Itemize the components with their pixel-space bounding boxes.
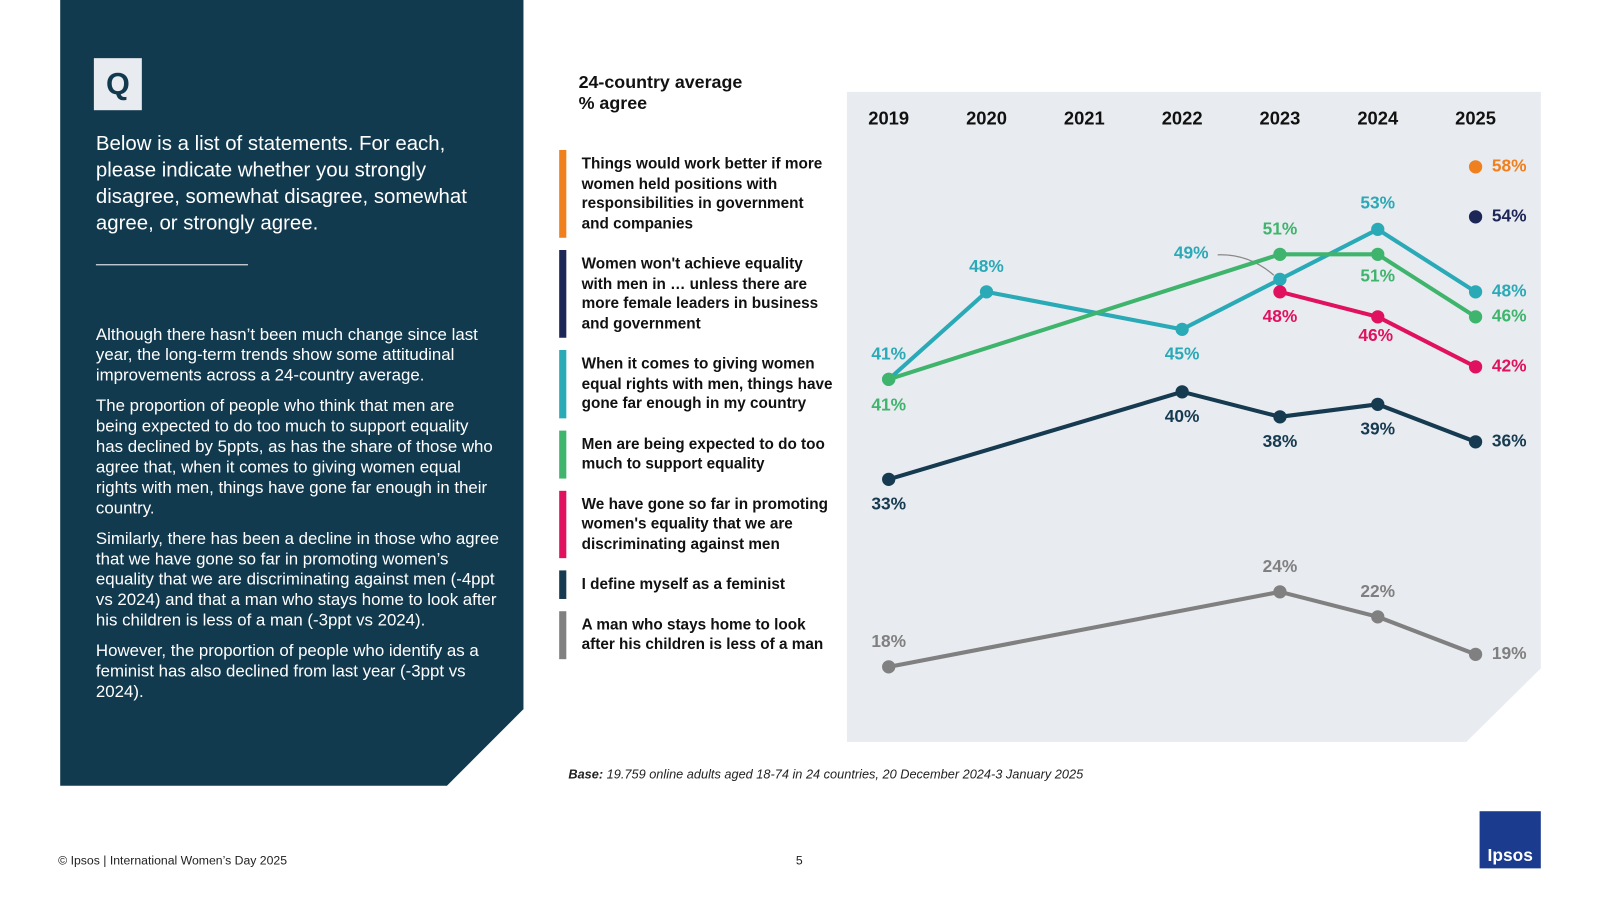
data-label: 19% <box>1492 643 1527 663</box>
x-tick-label: 2024 <box>1357 107 1399 128</box>
data-point <box>1371 247 1385 261</box>
commentary: Although there hasn’t been much change s… <box>96 324 499 712</box>
data-point <box>1468 360 1483 374</box>
side-panel <box>60 0 524 786</box>
data-label: 48% <box>1263 306 1298 326</box>
data-point <box>882 372 896 386</box>
q-icon: Q <box>93 58 142 111</box>
legend-item: We have gone so far in promoting women's… <box>559 490 835 559</box>
data-point <box>1371 397 1385 411</box>
data-label: 58% <box>1492 155 1527 175</box>
data-point <box>1371 222 1385 236</box>
data-point <box>1468 435 1483 449</box>
data-point <box>979 285 994 299</box>
legend-item: A man who stays home to look after his c… <box>559 610 835 659</box>
data-point <box>1273 285 1287 299</box>
legend-item: Women won't achieve equality with men in… <box>559 249 835 338</box>
legend-item: I define myself as a feminist <box>559 570 835 599</box>
x-tick-label: 2022 <box>1162 107 1203 128</box>
data-label: 51% <box>1263 218 1298 238</box>
legend-item: Things would work better if more women h… <box>559 149 835 238</box>
series-line <box>888 589 1477 669</box>
paragraph: Although there hasn’t been much change s… <box>95 325 478 385</box>
series-line <box>888 252 1477 382</box>
data-point <box>1175 385 1189 399</box>
data-label: 46% <box>1492 305 1527 325</box>
data-point <box>1468 285 1483 299</box>
data-point <box>1371 610 1385 624</box>
data-label: 24% <box>1263 556 1298 576</box>
data-point <box>1468 647 1483 661</box>
data-label: 48% <box>969 256 1004 276</box>
question: Below is a list of statements. For each,… <box>95 132 467 235</box>
data-point <box>1468 210 1483 224</box>
data-label: 53% <box>1360 192 1395 212</box>
data-label: 33% <box>871 493 906 513</box>
data-label: 39% <box>1360 418 1395 438</box>
legend: Things would work better if more women h… <box>559 149 835 659</box>
base-label: Base: <box>568 767 604 782</box>
legend-item: When it comes to giving women equal righ… <box>559 349 835 418</box>
copyright: © Ipsos | International Women’s Day 2025 <box>58 853 288 868</box>
chart-title-block: 24-country average % agree <box>579 71 743 114</box>
data-label: 54% <box>1492 205 1527 225</box>
data-point <box>1273 272 1287 286</box>
x-tick-label: 2020 <box>966 107 1007 128</box>
x-tick-label: 2019 <box>868 107 909 128</box>
data-point <box>882 472 896 486</box>
data-label: 51% <box>1360 265 1395 285</box>
data-point <box>1175 322 1189 336</box>
leader-line <box>1217 254 1275 276</box>
data-label: 38% <box>1263 431 1298 451</box>
chart-title: 24-country average <box>578 71 743 92</box>
data-label: 22% <box>1360 581 1395 601</box>
page-number: 5 <box>795 853 803 868</box>
data-label: 45% <box>1165 343 1200 363</box>
data-point <box>1273 585 1287 599</box>
data-label: 41% <box>871 394 906 414</box>
data-label: 36% <box>1492 430 1527 450</box>
base-note: Base: 19.759 online adults aged 18-74 in… <box>568 767 1083 781</box>
series-line <box>887 227 1477 381</box>
chart-subtitle: % agree <box>578 92 648 114</box>
data-point <box>1468 310 1483 324</box>
data-label: 46% <box>1358 325 1393 345</box>
x-tick-label: 2025 <box>1455 107 1496 128</box>
data-point <box>1273 410 1287 424</box>
x-tick-label: 2023 <box>1260 107 1301 128</box>
x-tick-label: 2021 <box>1064 107 1105 128</box>
base-text: 19.759 online adults aged 18-74 in 24 co… <box>606 767 1084 782</box>
data-point <box>1371 310 1385 324</box>
divider <box>95 264 248 266</box>
data-point <box>1273 247 1287 261</box>
data-point <box>882 660 896 674</box>
paragraph: The proportion of people who think that … <box>95 396 493 518</box>
data-label: 40% <box>1165 406 1200 426</box>
data-label: 41% <box>871 343 906 363</box>
data-label: 42% <box>1492 355 1527 375</box>
legend-item: Men are being expected to do too much to… <box>559 430 835 479</box>
data-point <box>1468 160 1483 174</box>
paragraph: However, the proportion of people who id… <box>95 641 479 702</box>
paragraph: Similarly, there has been a decline in t… <box>95 529 499 630</box>
logo: Ipsos <box>1479 811 1541 869</box>
data-label: 18% <box>871 631 906 651</box>
data-label: 49% <box>1174 242 1209 262</box>
data-label: 48% <box>1492 280 1527 300</box>
